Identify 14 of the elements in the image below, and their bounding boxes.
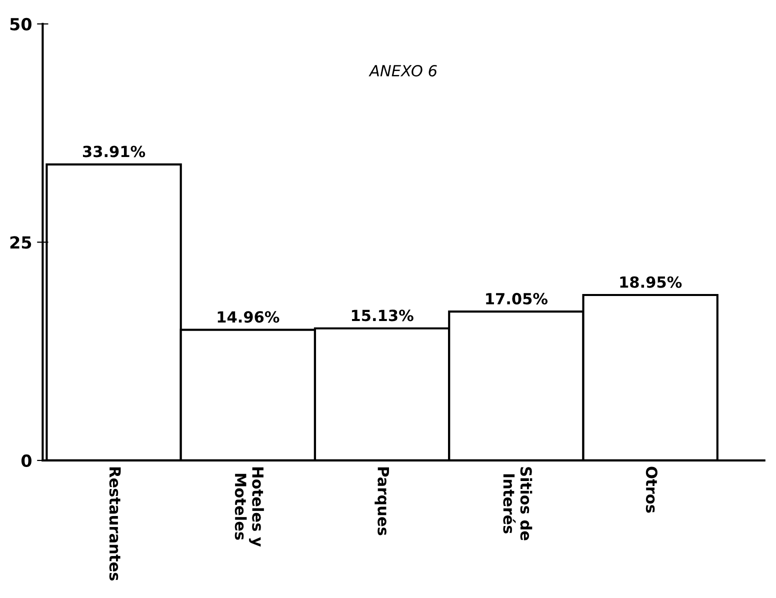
y-tick-label: 0	[21, 454, 32, 468]
y-tick-label: 25	[10, 236, 32, 249]
x-tick-label: Restaurantes	[109, 467, 121, 580]
data-label: 17.05%	[486, 292, 548, 304]
x-tick-label: Parques	[374, 467, 389, 536]
data-label: 33.91%	[82, 146, 146, 158]
x-tick-label: Hoteles y Moteles	[234, 467, 264, 547]
annotation: ANEXO 6	[368, 64, 437, 77]
data-label: 18.95%	[620, 276, 682, 288]
x-tick-label: Sitios de Interés	[503, 467, 532, 540]
data-label: 15.13%	[352, 310, 414, 322]
x-tick-label: Otros	[646, 466, 658, 513]
data-label: 14.96%	[218, 311, 280, 323]
y-tick-label: 50	[10, 18, 32, 30]
